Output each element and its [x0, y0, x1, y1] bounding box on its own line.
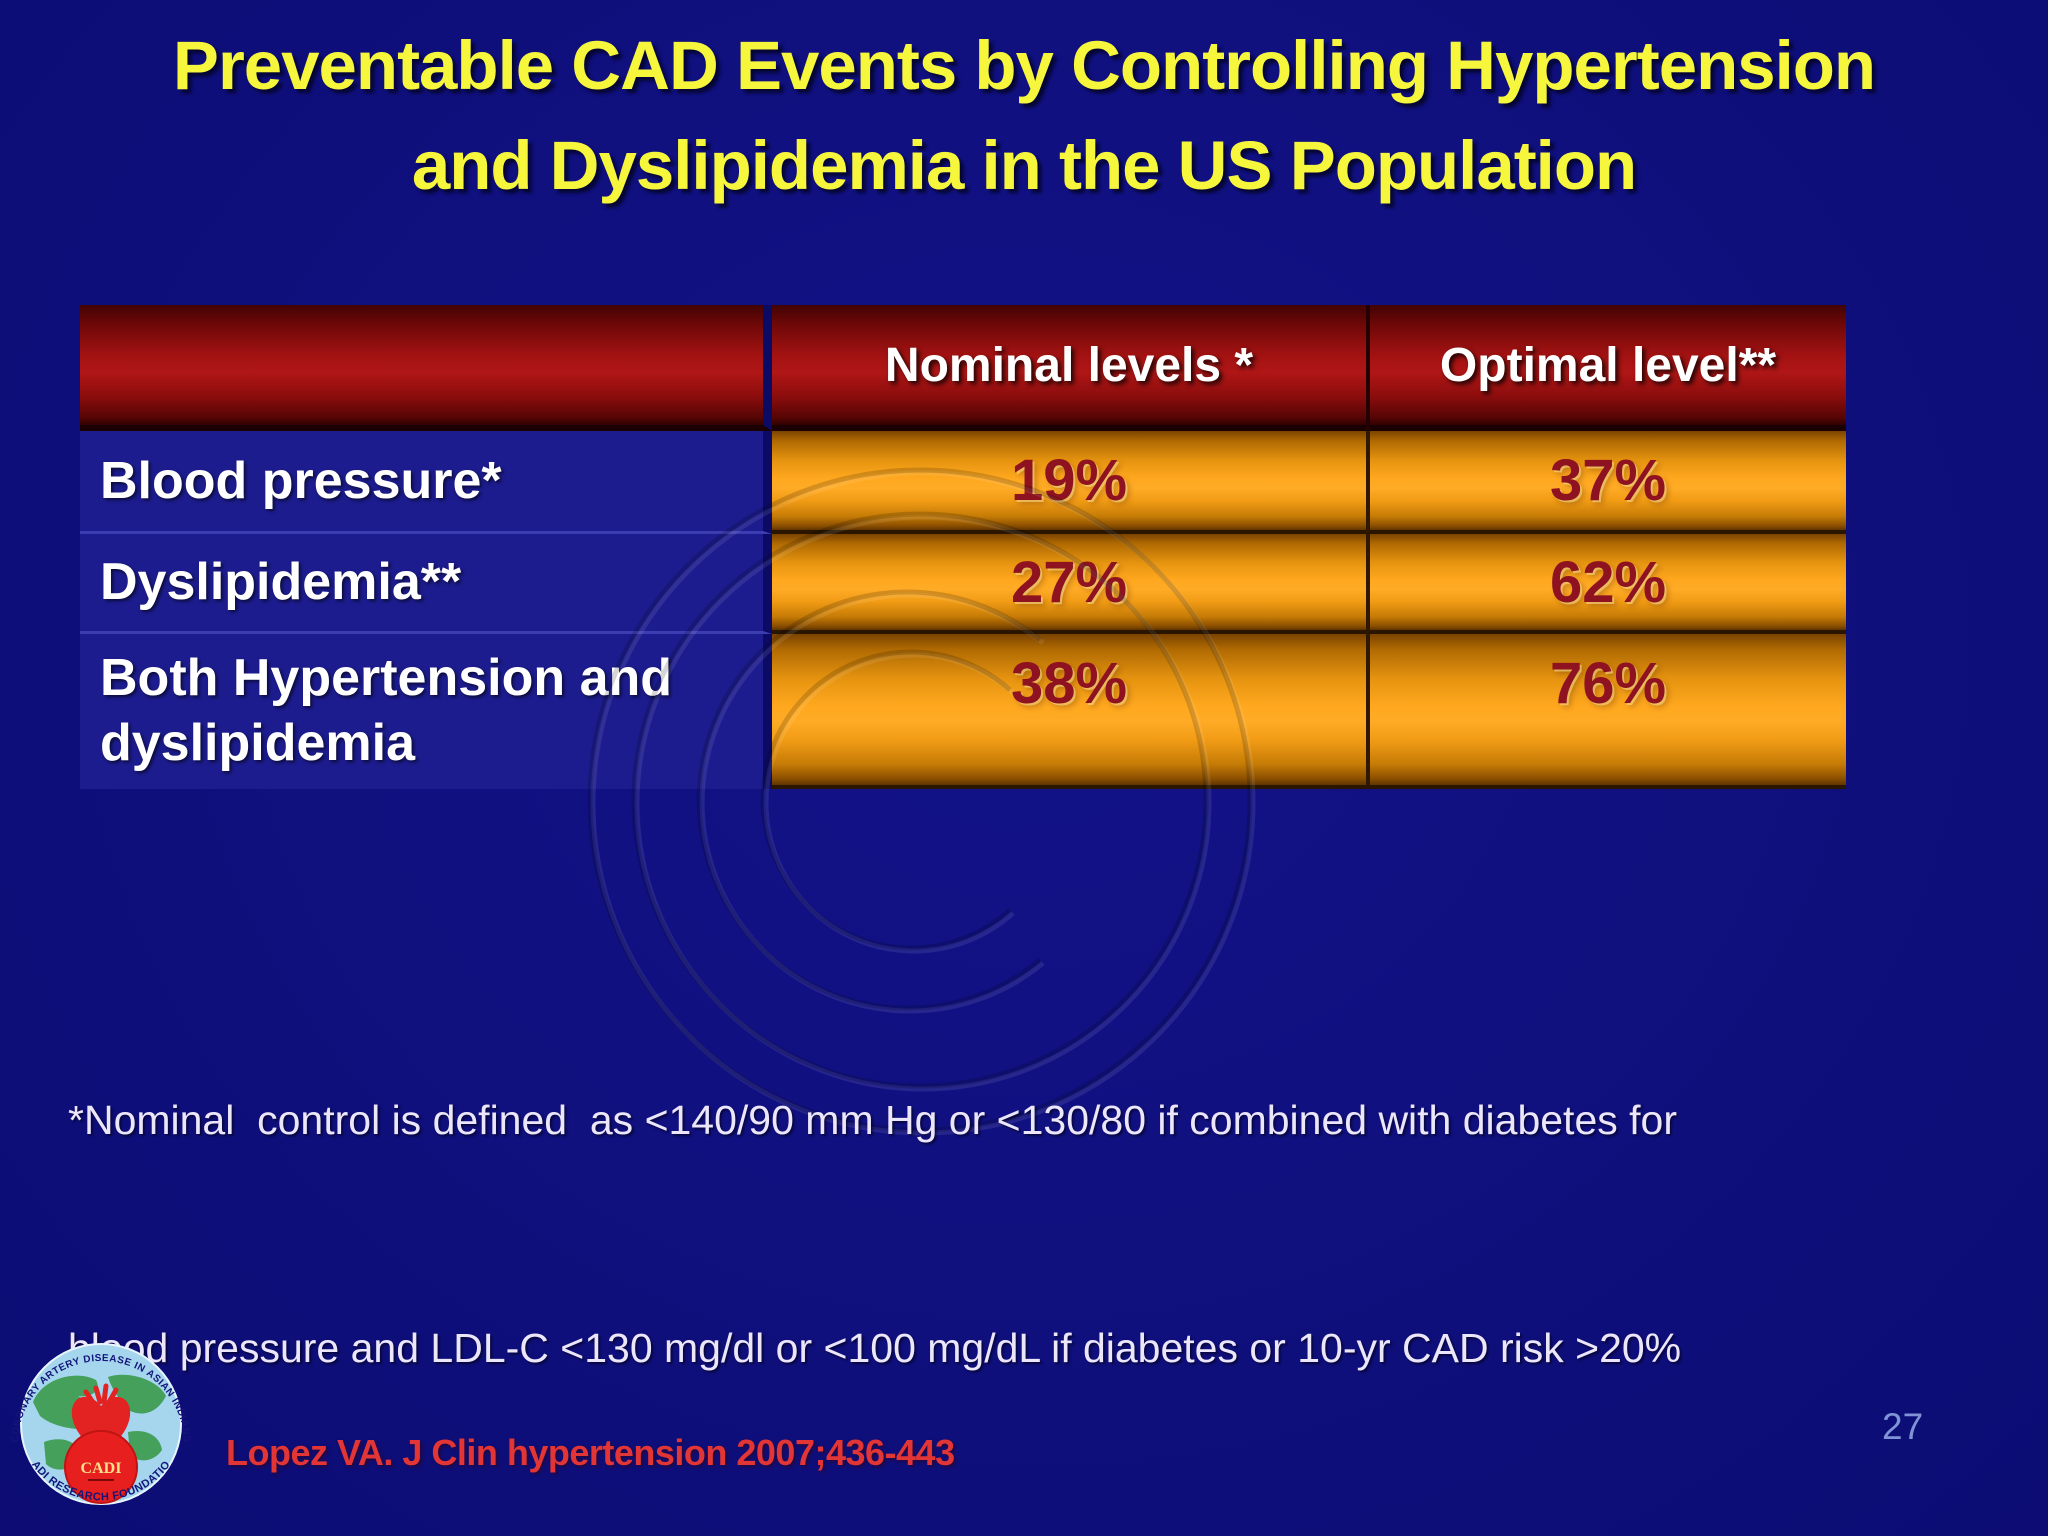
citation: Lopez VA. J Clin hypertension 2007;436-4…: [226, 1432, 955, 1473]
slide-title: Preventable CAD Events by Controlling Hy…: [0, 16, 2048, 216]
table-header-corner: [80, 305, 772, 431]
cadi-logo-icon: CADI CORONARY ARTERY DISEASE IN ASIAN IN…: [8, 1332, 192, 1505]
cell-dyslipidemia-optimal: 62%: [1366, 534, 1846, 634]
table-header-optimal: Optimal level**: [1366, 305, 1846, 431]
table-header-nominal: Nominal levels *: [772, 305, 1366, 431]
row-label-blood-pressure: Blood pressure*: [80, 431, 772, 534]
cell-both-optimal: 76%: [1366, 634, 1846, 789]
cadi-badge-circle: [64, 1430, 138, 1504]
row-label-dyslipidemia: Dyslipidemia**: [80, 534, 772, 634]
cell-blood-pressure-optimal: 37%: [1366, 431, 1846, 534]
footnote-nominal-line-2: blood pressure and LDL-C <130 mg/dl or <…: [68, 1325, 1682, 1371]
slide-title-line-1: Preventable CAD Events by Controlling Hy…: [172, 27, 1876, 104]
row-label-both: Both Hypertension and dyslipidemia: [80, 634, 772, 789]
slide-title-line-2: and Dyslipidemia in the US Population: [411, 127, 1637, 204]
cell-blood-pressure-nominal: 19%: [772, 431, 1366, 534]
cell-both-nominal: 38%: [772, 634, 1366, 789]
footnote-nominal: *Nominal control is defined as <140/90 m…: [68, 930, 2038, 1536]
cell-dyslipidemia-nominal: 27%: [772, 534, 1366, 634]
results-table: Nominal levels * Optimal level** Blood p…: [80, 305, 1846, 789]
footnote-nominal-line-1: *Nominal control is defined as <140/90 m…: [68, 1097, 1677, 1143]
page-number: 27: [1882, 1406, 1924, 1447]
cadi-badge-text: CADI: [81, 1460, 122, 1477]
footnotes: *Nominal control is defined as <140/90 m…: [68, 930, 2038, 1536]
